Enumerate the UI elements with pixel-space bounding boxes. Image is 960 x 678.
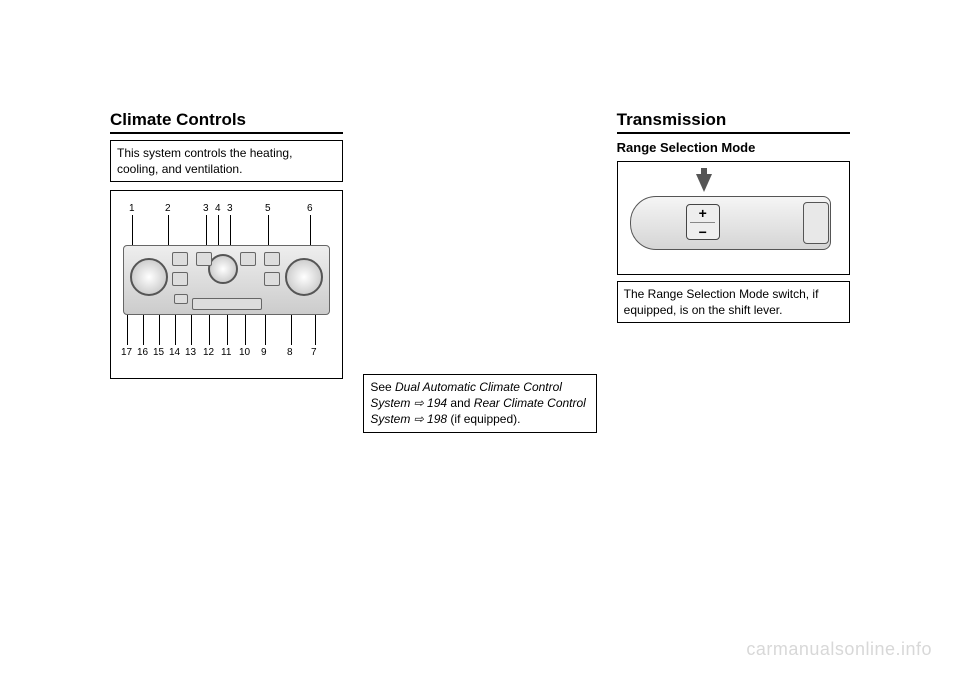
leader-line bbox=[168, 215, 169, 245]
callout-label: 14 bbox=[169, 347, 180, 358]
arrow-down-icon bbox=[696, 174, 712, 192]
rear-defrost-button bbox=[264, 272, 280, 286]
callout-label: 3 bbox=[227, 203, 233, 214]
climate-panel-figure: 1 2 3 4 3 5 6 bbox=[110, 190, 343, 379]
climate-controls-heading: Climate Controls bbox=[110, 110, 343, 134]
power-button bbox=[174, 294, 188, 304]
callout-label: 12 bbox=[203, 347, 214, 358]
leader-line bbox=[159, 315, 160, 345]
leader-line bbox=[265, 315, 266, 345]
callout-label: 3 bbox=[203, 203, 209, 214]
leader-line bbox=[209, 315, 210, 345]
callout-label: 11 bbox=[221, 347, 231, 358]
column-transmission: Transmission Range Selection Mode + − Th… bbox=[617, 110, 850, 433]
hvac-panel bbox=[123, 245, 330, 315]
ac-button bbox=[172, 252, 188, 266]
leader-line bbox=[206, 215, 207, 245]
leader-line bbox=[218, 215, 219, 245]
range-selection-subheading: Range Selection Mode bbox=[617, 140, 850, 155]
minus-icon: − bbox=[699, 225, 707, 239]
callout-label: 10 bbox=[239, 347, 250, 358]
column-climate-controls: Climate Controls This system controls th… bbox=[110, 110, 343, 433]
leader-line bbox=[230, 215, 231, 245]
climate-intro-text: This system controls the heating, coolin… bbox=[110, 140, 343, 182]
leader-line bbox=[310, 215, 311, 245]
ref-suffix: (if equipped). bbox=[447, 412, 520, 426]
climate-panel-illustration: 1 2 3 4 3 5 6 bbox=[117, 197, 336, 372]
ref-mid: and bbox=[447, 396, 474, 410]
leader-line bbox=[291, 315, 292, 345]
callout-label: 9 bbox=[261, 347, 267, 358]
recirc-button bbox=[172, 272, 188, 286]
callout-label: 1 bbox=[129, 203, 135, 214]
shift-lever-illustration: + − bbox=[624, 168, 843, 268]
passenger-temp-dial bbox=[285, 258, 323, 296]
column-reference: See Dual Automatic Climate Control Syste… bbox=[363, 110, 596, 433]
shift-lever-figure: + − bbox=[617, 161, 850, 275]
callout-label: 8 bbox=[287, 347, 293, 358]
rear-climate-button bbox=[192, 298, 262, 310]
leader-line bbox=[315, 315, 316, 345]
callout-label: 2 bbox=[165, 203, 171, 214]
leader-line bbox=[227, 315, 228, 345]
transmission-heading: Transmission bbox=[617, 110, 850, 134]
callout-label: 7 bbox=[311, 347, 317, 358]
leader-line bbox=[191, 315, 192, 345]
see-reference-text: See Dual Automatic Climate Control Syste… bbox=[363, 374, 596, 433]
callout-label: 17 bbox=[121, 347, 132, 358]
leader-line bbox=[132, 215, 133, 245]
three-column-layout: Climate Controls This system controls th… bbox=[0, 0, 960, 433]
manual-page: Climate Controls This system controls th… bbox=[0, 0, 960, 678]
driver-temp-dial bbox=[130, 258, 168, 296]
leader-line bbox=[143, 315, 144, 345]
callout-label: 4 bbox=[215, 203, 221, 214]
ref-prefix: See bbox=[370, 380, 395, 394]
spacer bbox=[363, 110, 596, 374]
leader-line bbox=[127, 315, 128, 345]
callout-label: 6 bbox=[307, 203, 313, 214]
callout-label: 16 bbox=[137, 347, 148, 358]
mode-button bbox=[196, 252, 212, 266]
leader-line bbox=[268, 215, 269, 245]
callout-label: 13 bbox=[185, 347, 196, 358]
divider bbox=[690, 222, 716, 223]
leader-line bbox=[245, 315, 246, 345]
range-selection-caption: The Range Selection Mode switch, if equi… bbox=[617, 281, 850, 323]
mode-button bbox=[240, 252, 256, 266]
callout-label: 5 bbox=[265, 203, 271, 214]
plus-icon: + bbox=[699, 206, 707, 220]
shift-lever-body bbox=[630, 196, 831, 250]
fan-dial bbox=[208, 254, 238, 284]
range-switch: + − bbox=[686, 204, 720, 240]
shift-lever-end bbox=[803, 202, 829, 244]
leader-line bbox=[175, 315, 176, 345]
watermark-text: carmanualsonline.info bbox=[746, 639, 932, 660]
callout-label: 15 bbox=[153, 347, 164, 358]
defrost-button bbox=[264, 252, 280, 266]
